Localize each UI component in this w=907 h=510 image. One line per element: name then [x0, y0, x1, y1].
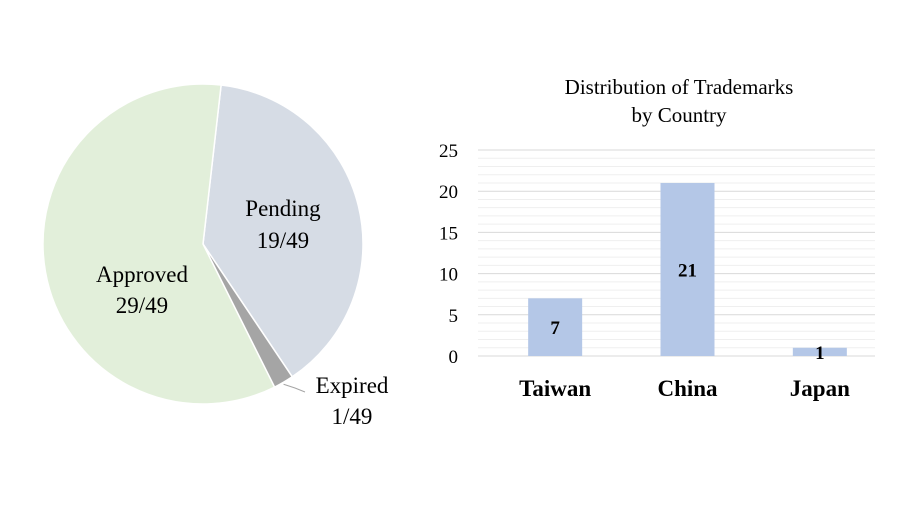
pie-label-pending: Pending	[245, 196, 321, 221]
pie-slice-pending	[202, 84, 364, 378]
pie-value-approved: 29/49	[116, 293, 168, 318]
bar-taiwan	[528, 298, 583, 356]
x-tick-label-japan: Japan	[790, 376, 850, 401]
pie-slice-approved	[42, 83, 276, 405]
bar-china	[660, 182, 715, 356]
data-label-china: 21	[678, 260, 697, 281]
y-tick-label: 5	[449, 306, 459, 327]
bar-title-line-2: by Country	[631, 103, 727, 127]
expired-leader-line	[283, 383, 306, 393]
data-label-japan: 1	[815, 343, 825, 364]
pie-chart: Pending 19/49 Expired 1/49 Approved 29/49	[42, 83, 389, 429]
y-tick-label: 20	[439, 182, 458, 203]
data-label-taiwan: 7	[550, 318, 560, 339]
pie-label-approved: Approved	[96, 262, 188, 287]
x-tick-label-taiwan: Taiwan	[519, 376, 591, 401]
y-tick-label: 15	[439, 223, 458, 244]
y-tick-label: 0	[449, 347, 459, 368]
bar-japan	[792, 347, 847, 356]
pie-value-pending: 19/49	[257, 228, 309, 253]
y-tick-label: 10	[439, 265, 458, 286]
bar-title-line-1: Distribution of Trademarks	[565, 75, 794, 99]
bar-chart: Distribution of Trademarks by Country 0 5…	[439, 75, 875, 401]
pie-value-expired: 1/49	[332, 404, 373, 429]
x-tick-label-china: China	[657, 376, 718, 401]
y-tick-label: 25	[439, 141, 458, 162]
pie-label-expired: Expired	[316, 373, 389, 398]
